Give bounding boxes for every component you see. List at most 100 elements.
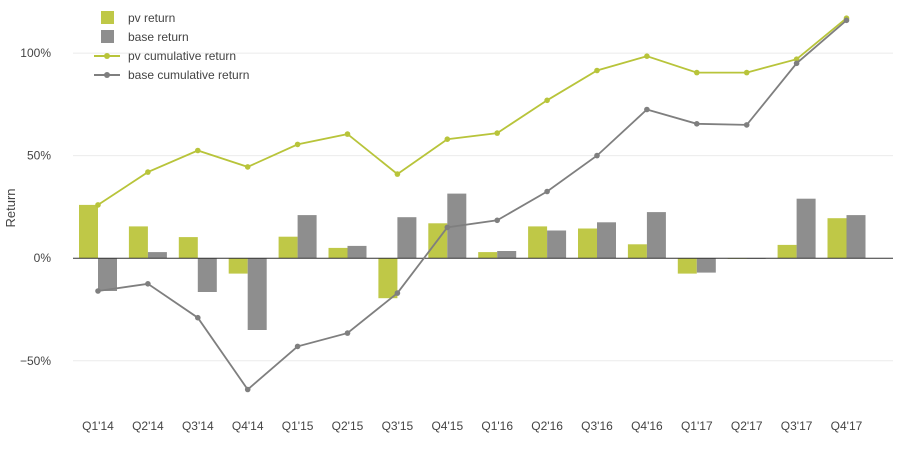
bar-base-return (646, 212, 666, 259)
bar-pv-return (528, 226, 548, 259)
x-tick-label: Q1'16 (481, 419, 513, 433)
point-pv-cumulative-return (444, 136, 451, 142)
bar-pv-return (228, 258, 248, 274)
point-base-cumulative-return (544, 188, 550, 195)
line-pv-cumulative-return (97, 17, 848, 206)
point-base-cumulative-return (244, 386, 251, 393)
x-tick-label: Q2'17 (731, 419, 763, 433)
point-base-cumulative-return (743, 122, 750, 128)
bar-pv-return (578, 228, 597, 259)
x-tick-label: Q4'14 (232, 419, 264, 433)
point-base-cumulative-return (793, 60, 800, 67)
x-tick-label: Q1'14 (82, 419, 114, 433)
point-pv-cumulative-return (793, 56, 800, 62)
point-base-cumulative-return (394, 290, 401, 296)
point-pv-cumulative-return (494, 130, 501, 136)
line-base-cumulative-return (97, 19, 848, 391)
point-base-cumulative-return (195, 314, 201, 321)
y-tick-label: 0% (34, 251, 52, 265)
point-pv-cumulative-return (743, 69, 750, 76)
legend[interactable]: pv return base return pv cumulative retu… (94, 11, 249, 82)
point-base-cumulative-return (694, 121, 700, 127)
point-pv-cumulative-return (195, 147, 201, 154)
bars (79, 193, 866, 330)
point-pv-cumulative-return (95, 202, 101, 208)
bar-pv-return (79, 204, 98, 259)
bar-base-return (347, 245, 367, 259)
grid-layer (73, 52, 893, 362)
point-pv-cumulative-return (145, 169, 151, 175)
y-tick-label: 100% (20, 46, 51, 60)
bar-base-return (547, 230, 567, 259)
y-axis-title: Return (3, 188, 18, 227)
x-axis-ticks: Q1'14 Q2'14 Q3'14 Q4'14 Q1'15 Q2'15 Q3'15 Q4'15… (82, 419, 862, 433)
point-pv-cumulative-return (544, 97, 550, 104)
bar-pv-return (178, 237, 198, 259)
y-tick-label: −50% (20, 354, 51, 368)
point-pv-cumulative-return (644, 53, 650, 59)
legend-item-base-return[interactable]: base return (101, 30, 189, 44)
x-tick-label: Q1'17 (681, 419, 713, 433)
legend-label-pv-return: pv return (128, 11, 175, 25)
bar-base-return (796, 198, 816, 259)
x-tick-label: Q2'16 (531, 419, 563, 433)
bar-pv-return (278, 236, 298, 259)
bar-pv-return (378, 258, 398, 299)
legend-item-pv-cumulative-return[interactable]: pv cumulative return (94, 49, 236, 63)
point-base-cumulative-return (145, 281, 151, 287)
bar-base-return (297, 215, 317, 259)
point-pv-cumulative-return (244, 164, 251, 170)
bar-pv-return (677, 258, 697, 274)
point-pv-cumulative-return (394, 171, 401, 177)
bar-pv-return (627, 244, 647, 259)
legend-swatch-base-return (101, 30, 114, 43)
x-tick-label: Q3'14 (182, 419, 214, 433)
cumulative-lines (95, 15, 850, 393)
bar-base-return (696, 258, 716, 273)
bar-base-return (597, 222, 616, 259)
x-tick-label: Q4'16 (631, 419, 663, 433)
point-base-cumulative-return (843, 17, 850, 24)
legend-item-pv-return[interactable]: pv return (101, 11, 175, 25)
legend-swatch-pv-return (101, 11, 114, 24)
point-pv-cumulative-return (294, 141, 301, 148)
bar-pv-return (128, 226, 148, 259)
point-base-cumulative-return (444, 224, 451, 231)
x-tick-label: Q4'15 (431, 419, 463, 433)
x-tick-label: Q3'15 (382, 419, 414, 433)
point-pv-cumulative-return (594, 67, 600, 74)
bar-base-return (147, 252, 167, 259)
x-tick-label: Q2'14 (132, 419, 164, 433)
point-base-cumulative-return (594, 152, 600, 159)
legend-label-base-return: base return (128, 30, 189, 44)
legend-marker-pv-cumulative (104, 53, 110, 59)
y-tick-label: 50% (27, 149, 51, 163)
bar-base-return (846, 215, 866, 259)
legend-label-pv-cumulative-return: pv cumulative return (128, 49, 236, 63)
bar-base-return (197, 258, 217, 292)
point-pv-cumulative-return (344, 131, 351, 137)
legend-item-base-cumulative-return[interactable]: base cumulative return (94, 68, 249, 82)
bar-pv-return (827, 218, 847, 259)
x-tick-label: Q4'17 (831, 419, 863, 433)
bar-base-return (247, 258, 267, 330)
legend-label-base-cumulative-return: base cumulative return (128, 68, 249, 82)
bar-base-return (497, 251, 517, 259)
bar-base-return (397, 217, 417, 259)
x-tick-label: Q3'16 (581, 419, 613, 433)
x-tick-label: Q1'15 (282, 419, 314, 433)
y-axis-ticks: −50% 0% 50% 100% (20, 46, 51, 368)
bar-base-return (98, 258, 117, 291)
point-base-cumulative-return (95, 288, 101, 294)
point-pv-cumulative-return (694, 69, 700, 76)
point-base-cumulative-return (294, 343, 301, 350)
x-tick-label: Q3'17 (781, 419, 813, 433)
legend-marker-base-cumulative (104, 72, 110, 78)
point-base-cumulative-return (344, 330, 351, 336)
x-tick-label: Q2'15 (332, 419, 364, 433)
bar-pv-return (478, 252, 498, 259)
point-base-cumulative-return (494, 217, 501, 224)
bar-pv-return (777, 244, 797, 259)
